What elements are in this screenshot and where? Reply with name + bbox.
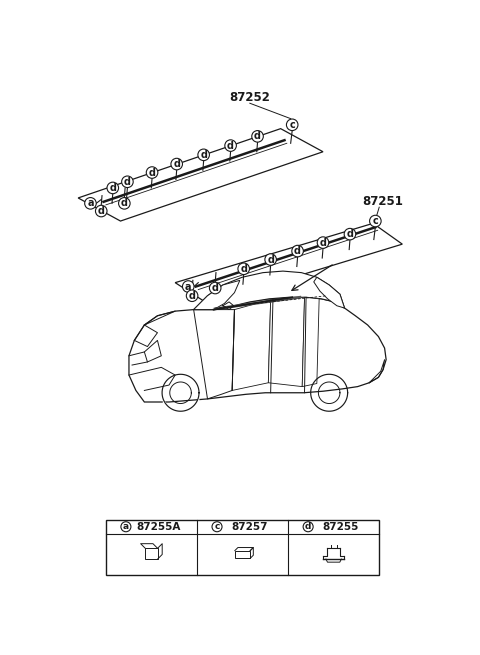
Text: 87255: 87255 bbox=[323, 522, 359, 532]
Polygon shape bbox=[314, 277, 345, 308]
Polygon shape bbox=[302, 297, 319, 386]
Circle shape bbox=[287, 119, 298, 130]
Text: d: d bbox=[148, 168, 156, 178]
Text: d: d bbox=[227, 141, 234, 151]
Circle shape bbox=[107, 182, 119, 194]
Circle shape bbox=[171, 159, 182, 170]
Text: a: a bbox=[185, 282, 192, 291]
Text: a: a bbox=[87, 198, 94, 208]
Bar bbox=[106, 520, 379, 575]
Text: c: c bbox=[372, 216, 378, 226]
Polygon shape bbox=[193, 280, 240, 310]
Circle shape bbox=[303, 522, 313, 532]
Text: 87255A: 87255A bbox=[136, 522, 181, 532]
Circle shape bbox=[225, 140, 236, 151]
Text: 87251: 87251 bbox=[362, 195, 404, 208]
Text: d: d bbox=[124, 177, 131, 187]
Circle shape bbox=[146, 167, 158, 178]
Circle shape bbox=[186, 290, 198, 301]
Circle shape bbox=[84, 198, 96, 209]
Circle shape bbox=[96, 205, 107, 217]
Text: d: d bbox=[347, 229, 353, 239]
Polygon shape bbox=[145, 548, 157, 559]
Polygon shape bbox=[129, 297, 386, 402]
Text: d: d bbox=[212, 283, 219, 293]
Polygon shape bbox=[78, 128, 323, 221]
Circle shape bbox=[212, 522, 222, 532]
Polygon shape bbox=[235, 551, 250, 558]
Text: 87252: 87252 bbox=[229, 91, 270, 104]
Circle shape bbox=[252, 130, 264, 142]
Circle shape bbox=[344, 229, 356, 240]
Text: d: d bbox=[98, 206, 105, 216]
Text: a: a bbox=[123, 522, 129, 531]
Text: 87257: 87257 bbox=[231, 522, 268, 532]
Text: d: d bbox=[200, 150, 207, 160]
Circle shape bbox=[121, 522, 131, 532]
Text: d: d bbox=[254, 132, 261, 141]
Polygon shape bbox=[268, 297, 304, 386]
Text: c: c bbox=[215, 522, 220, 531]
Text: d: d bbox=[189, 291, 195, 301]
Text: d: d bbox=[267, 255, 274, 265]
Polygon shape bbox=[193, 271, 345, 310]
Circle shape bbox=[119, 198, 130, 209]
Circle shape bbox=[238, 263, 250, 274]
Text: d: d bbox=[173, 159, 180, 169]
Polygon shape bbox=[232, 299, 271, 390]
Circle shape bbox=[198, 149, 209, 160]
Text: d: d bbox=[121, 198, 128, 208]
Circle shape bbox=[209, 282, 221, 294]
Circle shape bbox=[121, 176, 133, 187]
Circle shape bbox=[265, 253, 276, 265]
Circle shape bbox=[182, 281, 194, 292]
Text: d: d bbox=[305, 522, 312, 531]
Circle shape bbox=[292, 246, 303, 257]
Text: d: d bbox=[109, 183, 116, 193]
Text: d: d bbox=[240, 264, 247, 274]
Text: d: d bbox=[294, 246, 301, 256]
Circle shape bbox=[370, 215, 381, 227]
Text: d: d bbox=[320, 238, 326, 248]
Circle shape bbox=[317, 237, 329, 248]
Text: c: c bbox=[289, 120, 295, 130]
Polygon shape bbox=[175, 223, 402, 303]
